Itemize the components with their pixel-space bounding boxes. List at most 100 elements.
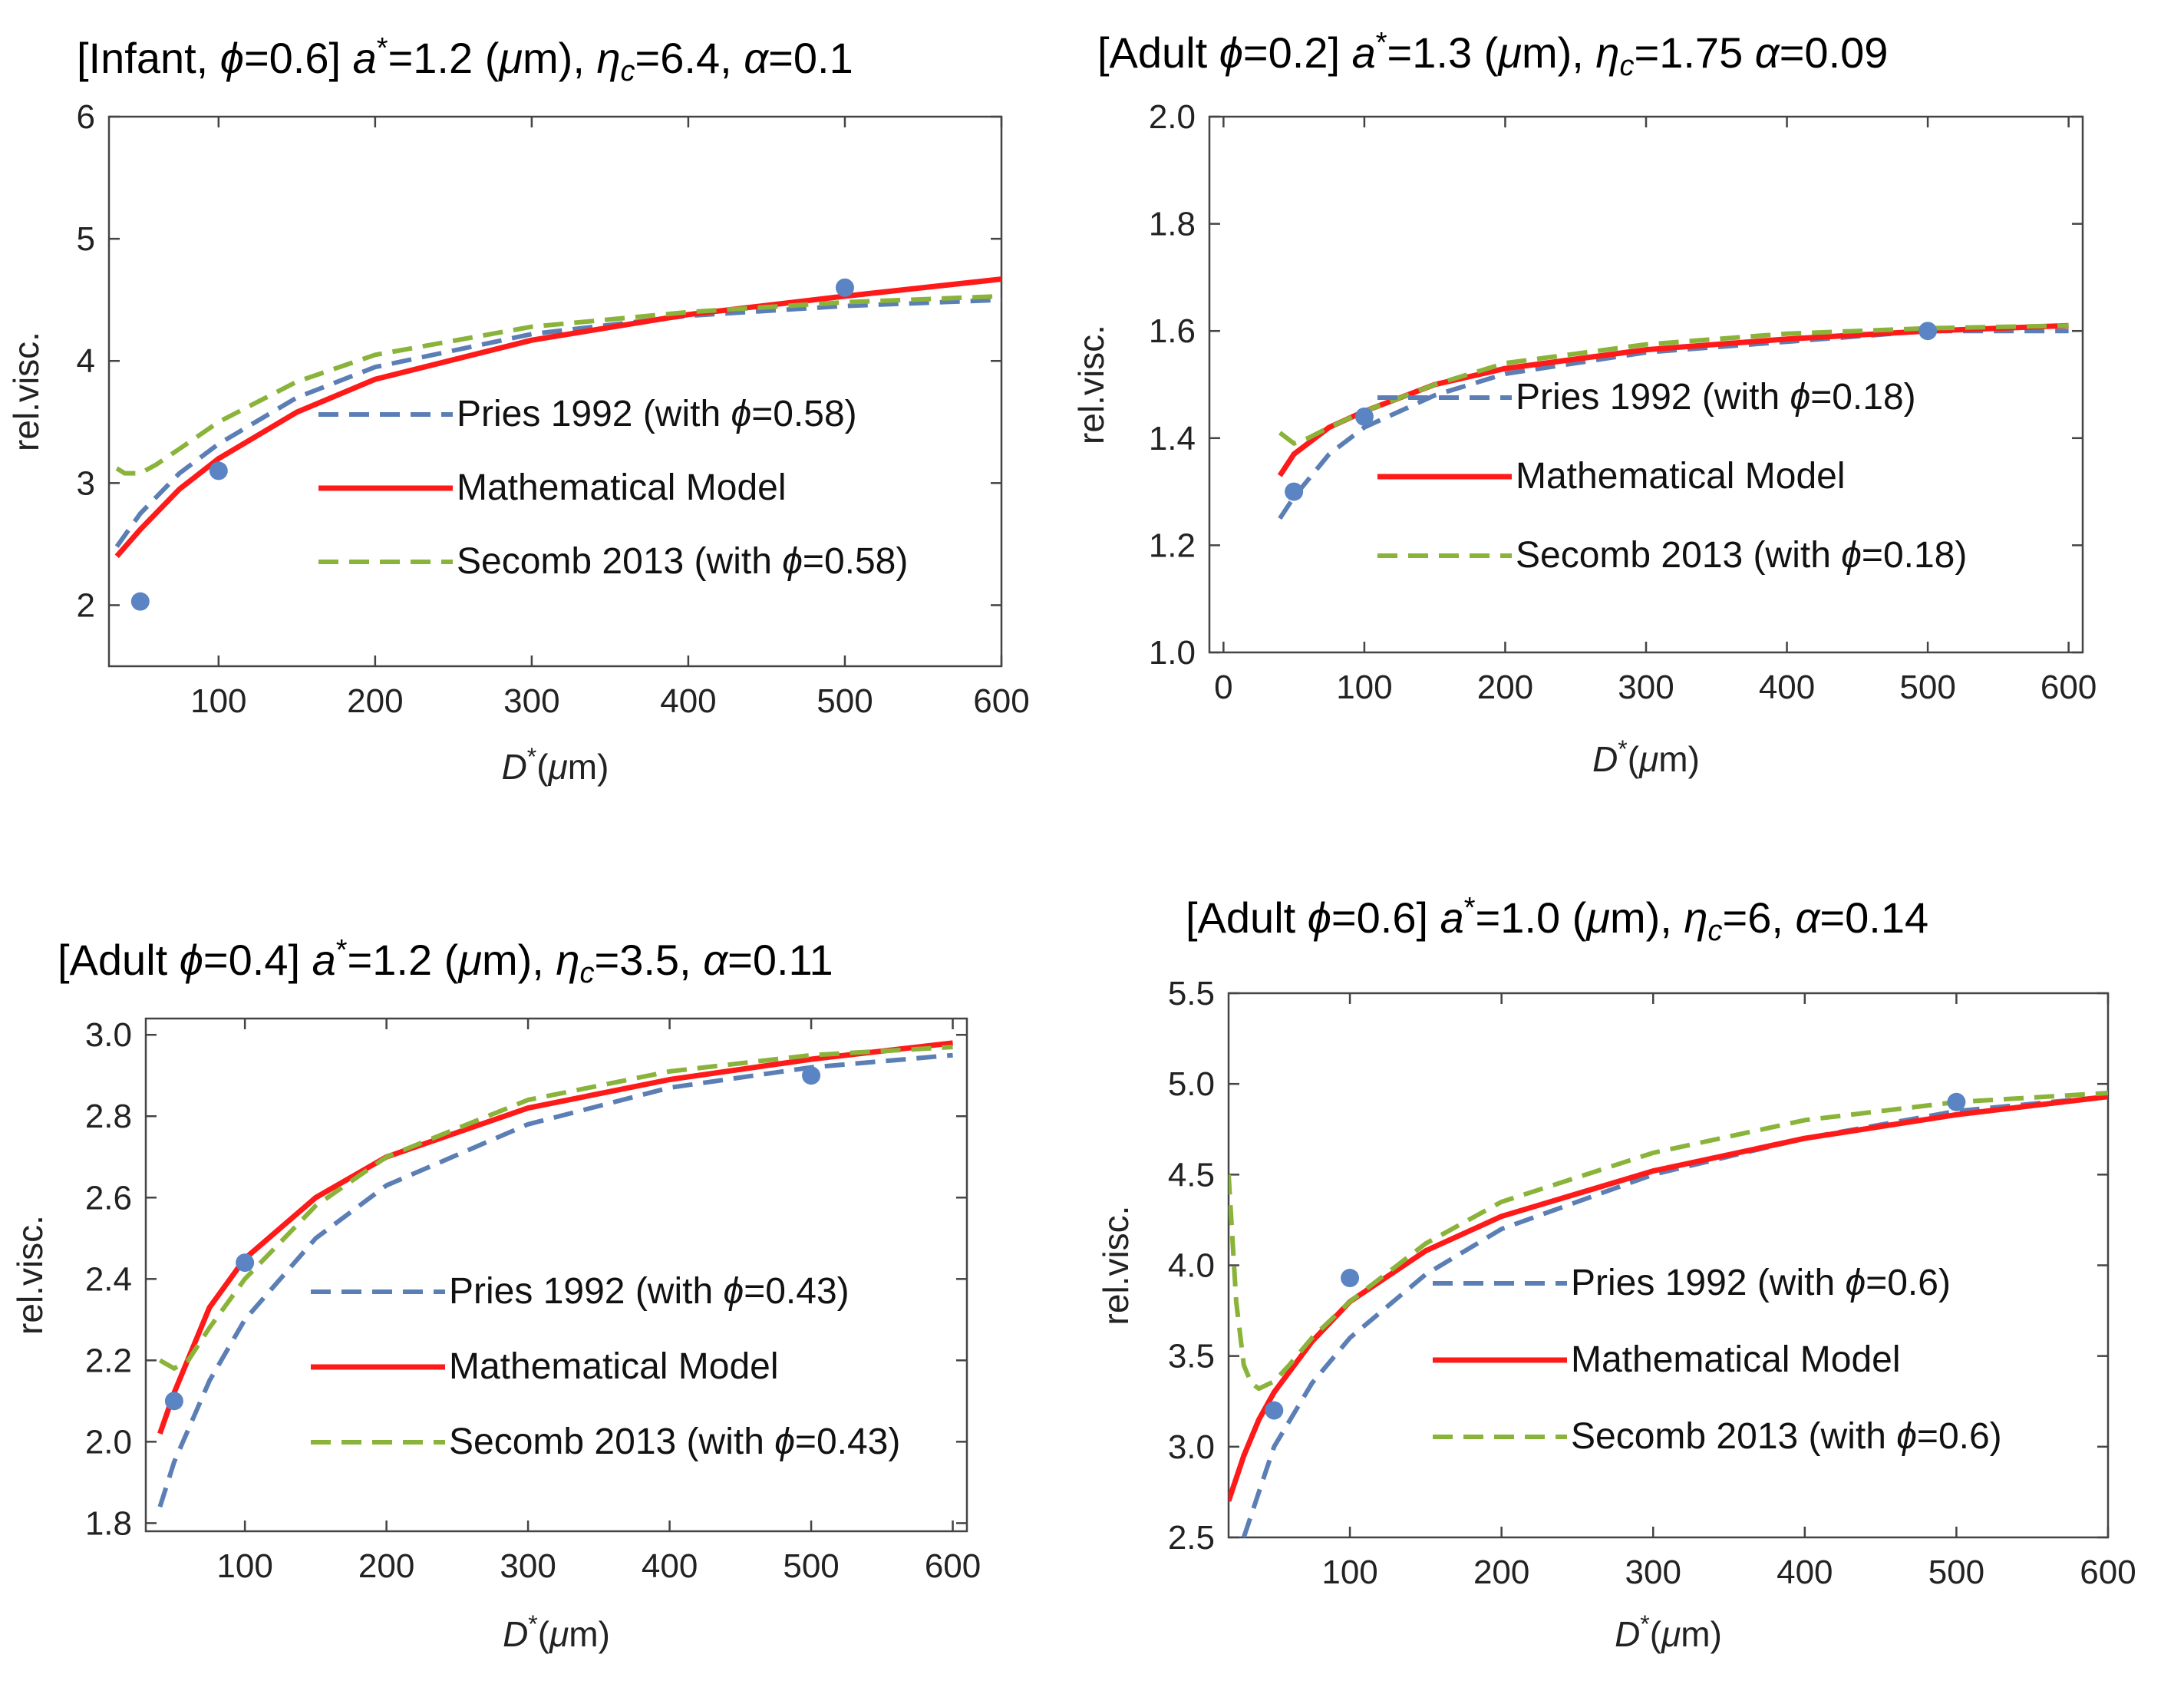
title-alpha: α: [703, 936, 729, 984]
x-tick-label: 100: [1336, 669, 1392, 706]
title-eta: η: [556, 936, 579, 984]
x-label-d: D: [1592, 739, 1618, 779]
series-group: [1277, 322, 2069, 520]
plot-frame: [144, 1017, 968, 1533]
y-tick-label: 2.0: [85, 1423, 132, 1461]
legend-text-pre: Secomb 2013 (with: [1571, 1416, 1896, 1457]
title-a-sup: *: [1376, 27, 1387, 59]
series-group: [114, 276, 1001, 559]
x-tick-label: 200: [358, 1547, 414, 1585]
x-label-d: D: [1615, 1614, 1640, 1654]
title-prefix: [Adult: [58, 936, 180, 984]
title-a-sup: *: [336, 934, 348, 966]
title-mu: μ: [1585, 893, 1610, 942]
y-tick-label: 6: [77, 98, 95, 136]
legend-text-pre: Secomb 2013 (with: [457, 541, 782, 582]
title-eta-sub: c: [621, 55, 635, 88]
title-phi: ϕ: [1308, 893, 1331, 942]
title-phi: ϕ: [1219, 28, 1243, 77]
y-tick-label: 3.0: [85, 1016, 132, 1054]
title-alpha-value: =0.11: [727, 936, 833, 984]
legend-text-post: =0.43): [795, 1421, 900, 1462]
y-tick-label: 4.0: [1168, 1247, 1215, 1285]
title-a: a: [1440, 893, 1464, 942]
title-mu: μ: [457, 936, 482, 984]
title-alpha: α: [744, 34, 770, 82]
series-line-secomb: [1229, 1091, 2108, 1392]
title-phi: ϕ: [180, 936, 203, 984]
title-alpha-value: =0.09: [1780, 28, 1889, 77]
legend-text-pre: Pries 1992 (with: [1571, 1263, 1846, 1303]
legend-text-post: =0.6): [1866, 1263, 1951, 1303]
legend-label-secomb: Secomb 2013 (with ϕ=0.58): [457, 541, 908, 582]
x-tick-label: 500: [783, 1547, 839, 1585]
title-a: a: [1352, 28, 1376, 77]
chart-panel-2: 0 100 200 300 400 500 600 1.0 1.2 1.4 1.6 1.8 2.0 Pri…: [1071, 27, 2097, 779]
x-axis-label: D*(μm): [1615, 1610, 1722, 1654]
x-tick-label: 400: [1777, 1554, 1833, 1591]
data-point: [835, 278, 854, 297]
legend-label-secomb: Secomb 2013 (with ϕ=0.18): [1516, 535, 1967, 576]
y-tick-label: 2.4: [85, 1260, 132, 1298]
x-label-paren: (: [538, 1614, 550, 1654]
legend-text-post: =0.6): [1917, 1416, 2002, 1457]
title-eta-value: =6,: [1723, 893, 1796, 942]
y-axis-label: rel.visc.: [6, 332, 46, 451]
title-a-value: =1.0 (: [1476, 893, 1587, 942]
y-axis-label: rel.visc.: [1071, 325, 1111, 444]
series-line-model: [157, 1040, 953, 1435]
x-tick-label: 300: [1625, 1554, 1681, 1591]
legend-text-post: =0.18): [1810, 377, 1915, 418]
title-alpha-value: =0.14: [1819, 893, 1928, 942]
legend-phi: ϕ: [782, 541, 803, 582]
x-tick-label: 200: [1477, 669, 1533, 706]
y-axis-label: rel.visc.: [1096, 1206, 1136, 1326]
data-point: [802, 1066, 821, 1085]
legend-text-pre: Secomb 2013 (with: [1516, 535, 1841, 576]
legend-text-post: =0.43): [744, 1271, 849, 1312]
x-tick-label: 200: [1473, 1554, 1529, 1591]
legend-text-pre: Mathematical Model: [1571, 1339, 1901, 1380]
legend-label-model: Mathematical Model: [1516, 456, 1846, 497]
x-label-paren: (: [536, 747, 549, 787]
data-point: [1341, 1269, 1360, 1288]
title-unit: m),: [1610, 893, 1684, 942]
chart-title: [Adult ϕ=0.4] a*=1.2 (μm), ηc=3.5, α=0.1…: [58, 934, 833, 989]
title-prefix: [Adult: [1186, 893, 1308, 942]
y-tick-label: 1.8: [85, 1504, 132, 1542]
data-point: [1285, 482, 1304, 501]
x-tick-label: 300: [500, 1547, 556, 1585]
legend-phi: ϕ: [1790, 377, 1811, 418]
y-tick-label: 3.5: [1168, 1338, 1215, 1375]
x-label-unit: m): [1658, 739, 1700, 779]
legend-label-secomb: Secomb 2013 (with ϕ=0.43): [449, 1421, 900, 1462]
title-phi-value: =0.6]: [244, 34, 353, 82]
y-tick-label: 5: [77, 220, 95, 258]
x-label-mu: μ: [1661, 1614, 1681, 1654]
y-tick-label: 2.2: [85, 1342, 132, 1379]
legend-text-pre: Mathematical Model: [449, 1346, 779, 1387]
x-tick-label: 600: [973, 682, 1029, 720]
title-eta-sub: c: [1708, 915, 1723, 947]
legend-phi: ϕ: [724, 1271, 744, 1312]
x-tick-label: 200: [347, 682, 403, 720]
title-phi-value: =0.2]: [1243, 28, 1352, 77]
plot-frame: [107, 115, 1003, 668]
legend-label-model: Mathematical Model: [1571, 1339, 1901, 1380]
x-tick-label: 600: [925, 1547, 981, 1585]
y-tick-label: 2.8: [85, 1098, 132, 1135]
title-eta: η: [1595, 28, 1619, 77]
title-a-value: =1.2 (: [348, 936, 459, 984]
x-label-sup: *: [527, 743, 536, 771]
chart-title: [Adult ϕ=0.6] a*=1.0 (μm), ηc=6, α=0.14: [1186, 892, 1928, 947]
x-label-unit: m): [568, 747, 609, 787]
x-tick-label: 300: [1618, 669, 1674, 706]
legend-text-pre: Mathematical Model: [1516, 456, 1846, 497]
title-unit: m),: [523, 34, 596, 82]
chart-panel-1: 100 200 300 400 500 600 2 3 4 5 6 Pries 1992 (with …: [6, 32, 1030, 787]
series-group: [1229, 1091, 2108, 1537]
data-point: [1265, 1401, 1284, 1420]
series-line-secomb: [1278, 323, 2069, 446]
y-tick-label: 1.8: [1149, 206, 1196, 243]
